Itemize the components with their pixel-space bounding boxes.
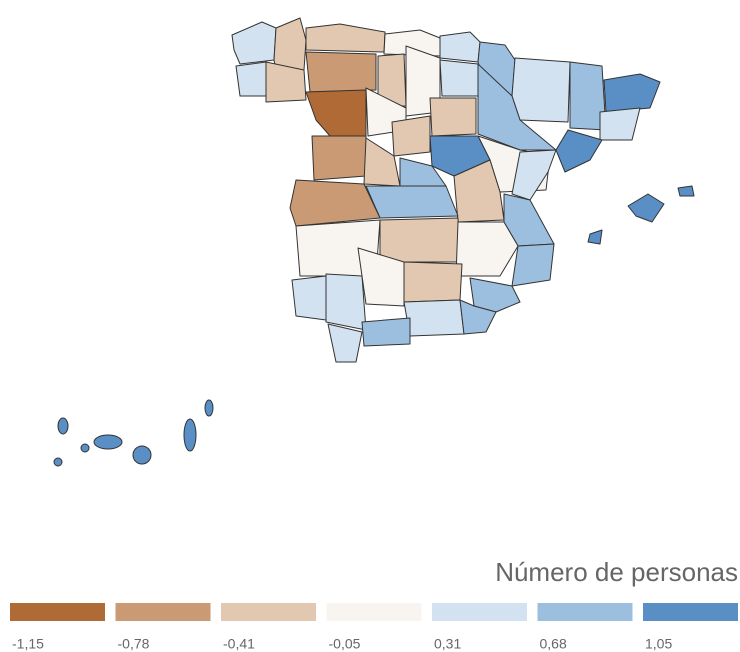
- legend-label: 1,05: [645, 636, 672, 652]
- province: [53, 457, 63, 467]
- province: [231, 21, 277, 65]
- province: [511, 243, 555, 287]
- province: [555, 129, 603, 173]
- legend-swatch: [221, 603, 316, 621]
- province: [439, 59, 481, 97]
- legend-swatch: [10, 603, 105, 621]
- province: [204, 399, 214, 417]
- legend-label: -0,05: [329, 636, 361, 652]
- province: [327, 323, 363, 363]
- province: [305, 23, 386, 53]
- province: [627, 193, 665, 223]
- province: [429, 97, 477, 137]
- province: [511, 57, 571, 123]
- legend-label: 0,68: [540, 636, 567, 652]
- legend-swatch: [115, 603, 211, 621]
- province: [379, 217, 461, 263]
- province: [235, 61, 267, 97]
- legend: -1,15 -0,78 -0,41 -0,05 0,31 0,68 1,05: [10, 603, 738, 652]
- province: [132, 445, 152, 465]
- province: [80, 443, 90, 453]
- province: [361, 317, 411, 347]
- province: [305, 89, 367, 137]
- province: [273, 17, 307, 71]
- legend-title: Número de personas: [495, 557, 738, 587]
- province: [403, 261, 463, 303]
- legend-label: -0,41: [223, 636, 255, 652]
- legend-swatch: [432, 603, 527, 621]
- province: [365, 185, 459, 219]
- legend-label: 0,31: [434, 636, 461, 652]
- province: [289, 179, 381, 227]
- province: [455, 221, 519, 277]
- province: [305, 51, 377, 93]
- province: [391, 115, 431, 157]
- province: [459, 299, 497, 335]
- province: [587, 229, 603, 245]
- province: [439, 31, 481, 63]
- province: [93, 434, 123, 450]
- provinces: [53, 17, 695, 467]
- province: [357, 247, 405, 307]
- province: [677, 185, 695, 197]
- legend-swatch: [643, 603, 738, 621]
- legend-label: -1,15: [12, 636, 44, 652]
- province: [603, 73, 661, 113]
- legend-label: -0,78: [118, 636, 150, 652]
- province: [599, 107, 641, 141]
- province: [265, 61, 307, 103]
- province: [291, 275, 327, 321]
- province: [183, 418, 197, 452]
- province: [403, 299, 465, 337]
- province: [325, 273, 367, 331]
- legend-swatch: [537, 603, 633, 621]
- province: [469, 277, 521, 313]
- province: [311, 135, 367, 181]
- province: [511, 149, 557, 201]
- province: [57, 417, 69, 435]
- legend-swatch: [326, 603, 422, 621]
